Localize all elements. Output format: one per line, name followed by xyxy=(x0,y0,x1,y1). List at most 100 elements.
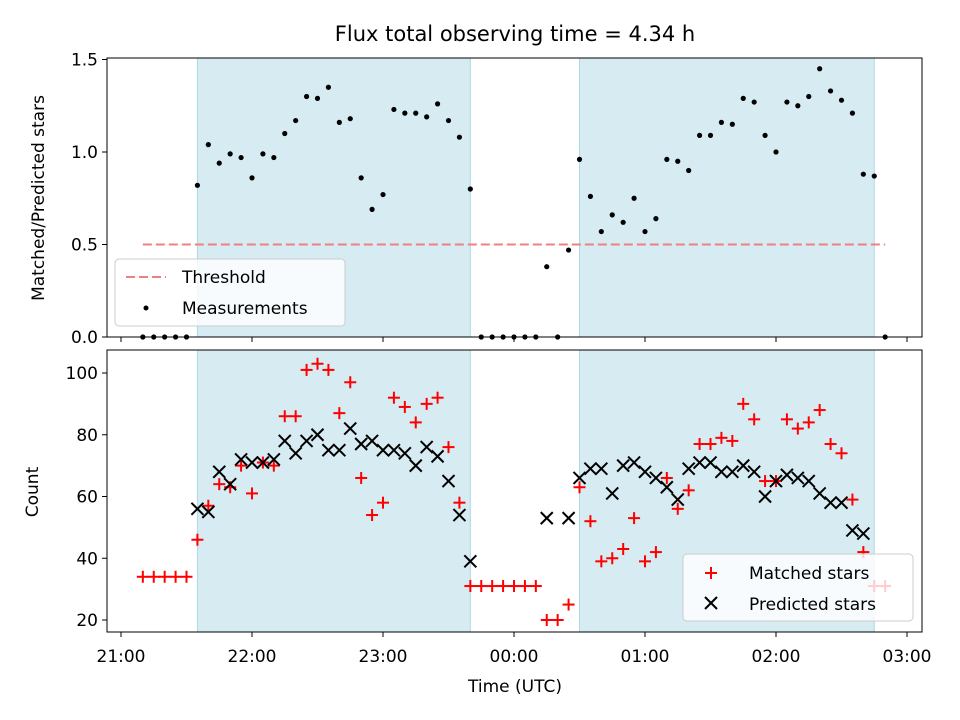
matched-stars-point xyxy=(693,438,706,451)
measurement-point xyxy=(751,99,757,105)
x-tick-label: 23:00 xyxy=(359,647,408,667)
matched-stars-point xyxy=(518,580,531,593)
predicted-stars-series xyxy=(190,421,871,569)
matched-stars-point xyxy=(802,416,815,429)
matched-stars-point xyxy=(540,614,553,626)
bottom-axes-frame xyxy=(106,349,923,633)
predicted-stars-point xyxy=(288,446,303,460)
matched-stars-point xyxy=(595,555,608,568)
predicted-stars-point xyxy=(387,443,401,457)
measurement-point xyxy=(293,117,299,124)
measurement-point xyxy=(402,110,408,116)
y-tick-label: 60 xyxy=(76,488,98,508)
measurement-point xyxy=(347,116,353,122)
matched-stars-point xyxy=(136,570,149,583)
y-tick-label: 100 xyxy=(66,364,98,384)
predicted-stars-point xyxy=(354,437,368,451)
predicted-stars-point xyxy=(321,443,336,457)
top-legend: Threshold Measurements xyxy=(114,258,346,327)
matched-stars-point xyxy=(486,580,499,593)
matched-stars-point xyxy=(246,487,258,500)
measurement-point xyxy=(238,154,244,161)
matched-stars-point xyxy=(344,376,357,389)
matched-stars-point xyxy=(191,533,204,546)
matched-stars-point xyxy=(748,413,761,426)
top-measurements-series xyxy=(140,66,888,340)
top-shaded-intervals xyxy=(196,57,875,338)
matched-stars-point xyxy=(322,363,335,376)
x-tick-label: 22:00 xyxy=(228,647,277,667)
x-axis-label: Time (UTC) xyxy=(467,677,562,697)
measurement-point xyxy=(795,103,801,109)
predicted-stars-point xyxy=(660,480,674,494)
matched-stars-point xyxy=(409,416,422,429)
predicted-stars-point xyxy=(419,440,434,454)
matched-stars-point xyxy=(267,459,280,472)
y-tick-label: 0.0 xyxy=(71,328,98,348)
matched-stars-point xyxy=(617,542,630,555)
matched-stars-point xyxy=(169,570,182,583)
measurement-point xyxy=(686,167,692,174)
matched-stars-point xyxy=(180,570,193,583)
measurement-point xyxy=(260,151,266,157)
y-tick-label: 1.0 xyxy=(71,143,98,163)
predicted-stars-point xyxy=(834,495,849,510)
predicted-stars-point xyxy=(256,455,270,470)
measurement-point xyxy=(456,134,463,140)
measurement-point xyxy=(762,132,768,138)
predicted-stars-point xyxy=(845,523,860,538)
matched-stars-point xyxy=(562,598,575,611)
measurement-point xyxy=(740,95,746,101)
matched-stars-point xyxy=(649,546,662,559)
matched-stars-point xyxy=(377,496,389,509)
measurement-point xyxy=(391,106,397,113)
matched-stars-point xyxy=(431,391,444,404)
matched-stars-point xyxy=(464,580,477,593)
predicted-stars-point xyxy=(649,471,663,485)
matched-stars-point xyxy=(355,471,368,484)
threshold-legend-label: Threshold xyxy=(181,268,266,288)
predicted-stars-legend-marker xyxy=(704,596,718,610)
measurement-point xyxy=(249,175,255,181)
matched-stars-point xyxy=(573,481,586,494)
measurement-point xyxy=(194,182,201,188)
predicted-stars-point xyxy=(540,511,554,525)
predicted-stars-point xyxy=(561,511,576,525)
matched-stars-point xyxy=(278,410,291,423)
observing-window-band xyxy=(579,57,875,338)
matched-stars-point xyxy=(715,431,728,444)
measurement-point xyxy=(860,171,866,177)
measurement-point xyxy=(784,99,790,105)
matched-stars-point xyxy=(639,555,651,568)
measurement-point xyxy=(707,132,714,138)
matched-stars-point xyxy=(202,499,215,512)
matched-stars-point xyxy=(453,496,466,509)
measurement-point xyxy=(282,130,288,137)
measurement-point xyxy=(838,97,845,103)
y-tick-label: 80 xyxy=(76,426,98,446)
measurement-point xyxy=(664,156,670,162)
predicted-stars-point xyxy=(267,452,281,467)
measurements-legend-label: Measurements xyxy=(182,299,308,319)
predicted-stars-point xyxy=(332,443,347,457)
matched-stars-point xyxy=(497,580,510,593)
measurement-point xyxy=(718,119,725,125)
measurement-point xyxy=(871,173,877,179)
matched-stars-legend-marker xyxy=(705,567,717,579)
measurement-point xyxy=(642,228,648,235)
predicted-stars-point xyxy=(299,434,314,448)
top-axes-frame xyxy=(106,57,923,338)
measurement-point xyxy=(434,101,441,107)
matched-stars-point xyxy=(529,580,542,593)
predicted-stars-point xyxy=(769,474,783,488)
matched-stars-point xyxy=(442,441,455,454)
y-tick-label: 1.5 xyxy=(71,51,98,71)
predicted-stars-point xyxy=(725,465,740,479)
predicted-stars-point xyxy=(802,474,816,488)
predicted-stars-point xyxy=(409,458,423,473)
measurements-legend-marker xyxy=(143,305,149,311)
predicted-stars-point xyxy=(638,465,652,479)
predicted-stars-point xyxy=(572,471,587,485)
predicted-stars-point xyxy=(245,455,259,470)
